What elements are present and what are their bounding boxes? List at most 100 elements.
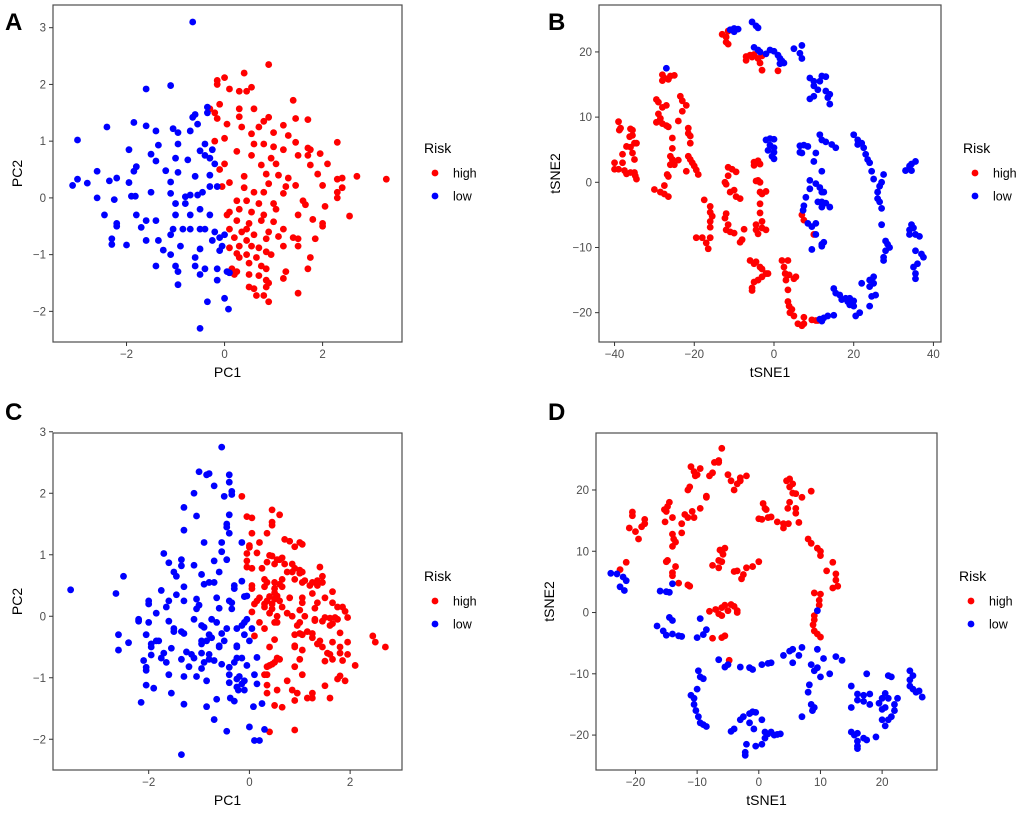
point-high: [678, 107, 686, 115]
point-high: [211, 137, 219, 145]
point-high: [240, 69, 248, 77]
point-low: [204, 109, 211, 117]
point-low: [189, 18, 197, 26]
point-low: [169, 225, 177, 233]
y-tick-label: −20: [569, 730, 589, 742]
point-low: [167, 231, 175, 239]
point-high: [302, 201, 309, 209]
y-axis-title-a: PC2: [9, 160, 25, 187]
point-high: [304, 116, 312, 124]
legend-title-a: Risk: [424, 140, 452, 156]
point-high: [730, 486, 738, 494]
point-low: [669, 580, 676, 588]
point-high: [213, 81, 221, 88]
point-low: [662, 64, 670, 72]
point-low: [866, 159, 874, 167]
point-low: [225, 671, 233, 679]
point-high: [253, 254, 260, 261]
point-high: [674, 117, 682, 125]
point-high: [245, 220, 253, 227]
point-low: [180, 673, 188, 680]
point-low: [115, 631, 122, 639]
point-low: [210, 482, 218, 490]
point-high: [291, 631, 299, 639]
point-low: [191, 111, 199, 118]
point-high: [243, 550, 251, 557]
point-high: [275, 171, 282, 179]
legend-label-low: low: [453, 618, 473, 632]
point-low: [223, 625, 231, 632]
point-high: [278, 703, 286, 711]
point-high: [284, 174, 292, 182]
point-high: [742, 57, 750, 64]
point-high: [784, 520, 792, 528]
point-high: [291, 543, 299, 551]
point-high: [669, 572, 676, 580]
point-low: [798, 42, 806, 49]
point-high: [329, 599, 336, 607]
point-low: [120, 572, 127, 580]
point-high: [263, 529, 271, 537]
point-low: [746, 719, 753, 727]
point-high: [250, 231, 258, 239]
point-high: [270, 129, 277, 137]
point-low: [196, 245, 204, 253]
point-high: [758, 218, 766, 225]
point-high: [341, 607, 349, 615]
point-high: [743, 472, 750, 480]
point-low: [780, 652, 787, 659]
point-low: [238, 680, 246, 688]
point-low: [152, 157, 160, 165]
point-low: [147, 188, 155, 196]
point-low: [123, 241, 130, 249]
y-tick-label: −20: [572, 308, 592, 320]
x-axis-title-c: PC1: [214, 792, 241, 808]
point-high: [319, 617, 326, 625]
point-high: [732, 168, 740, 176]
point-high: [664, 75, 672, 83]
point-low: [215, 643, 223, 651]
point-high: [341, 677, 349, 685]
point-low: [812, 231, 820, 238]
point-high: [271, 636, 278, 644]
point-low: [876, 198, 884, 206]
point-low: [225, 663, 233, 671]
legend-label-high: high: [453, 167, 477, 181]
point-low: [238, 622, 246, 629]
point-low: [776, 730, 784, 738]
point-low: [822, 138, 830, 146]
point-high: [743, 564, 750, 572]
point-high: [306, 161, 314, 169]
point-low: [142, 217, 150, 224]
point-high: [724, 471, 732, 479]
point-low: [240, 686, 248, 694]
point-high: [298, 631, 306, 639]
point-low: [206, 211, 214, 219]
point-low: [820, 655, 827, 662]
point-high: [216, 166, 224, 173]
point-low: [915, 687, 923, 695]
point-low: [83, 179, 91, 187]
point-high: [238, 492, 246, 500]
point-low: [221, 294, 228, 302]
point-low: [799, 206, 807, 214]
point-high: [265, 61, 273, 68]
point-high: [807, 487, 815, 495]
point-low: [822, 73, 830, 81]
point-low: [820, 188, 828, 196]
point-high: [262, 170, 270, 178]
point-low: [622, 577, 630, 585]
point-high: [339, 657, 346, 664]
point-high: [291, 643, 299, 651]
point-high: [265, 113, 273, 121]
point-high: [311, 604, 319, 612]
point-high: [248, 83, 255, 91]
legend-key-low: [431, 192, 439, 200]
point-high: [792, 504, 800, 512]
point-high: [324, 160, 331, 168]
point-high: [316, 150, 324, 158]
point-high: [313, 640, 321, 648]
point-low: [186, 191, 194, 199]
point-low: [866, 690, 874, 698]
